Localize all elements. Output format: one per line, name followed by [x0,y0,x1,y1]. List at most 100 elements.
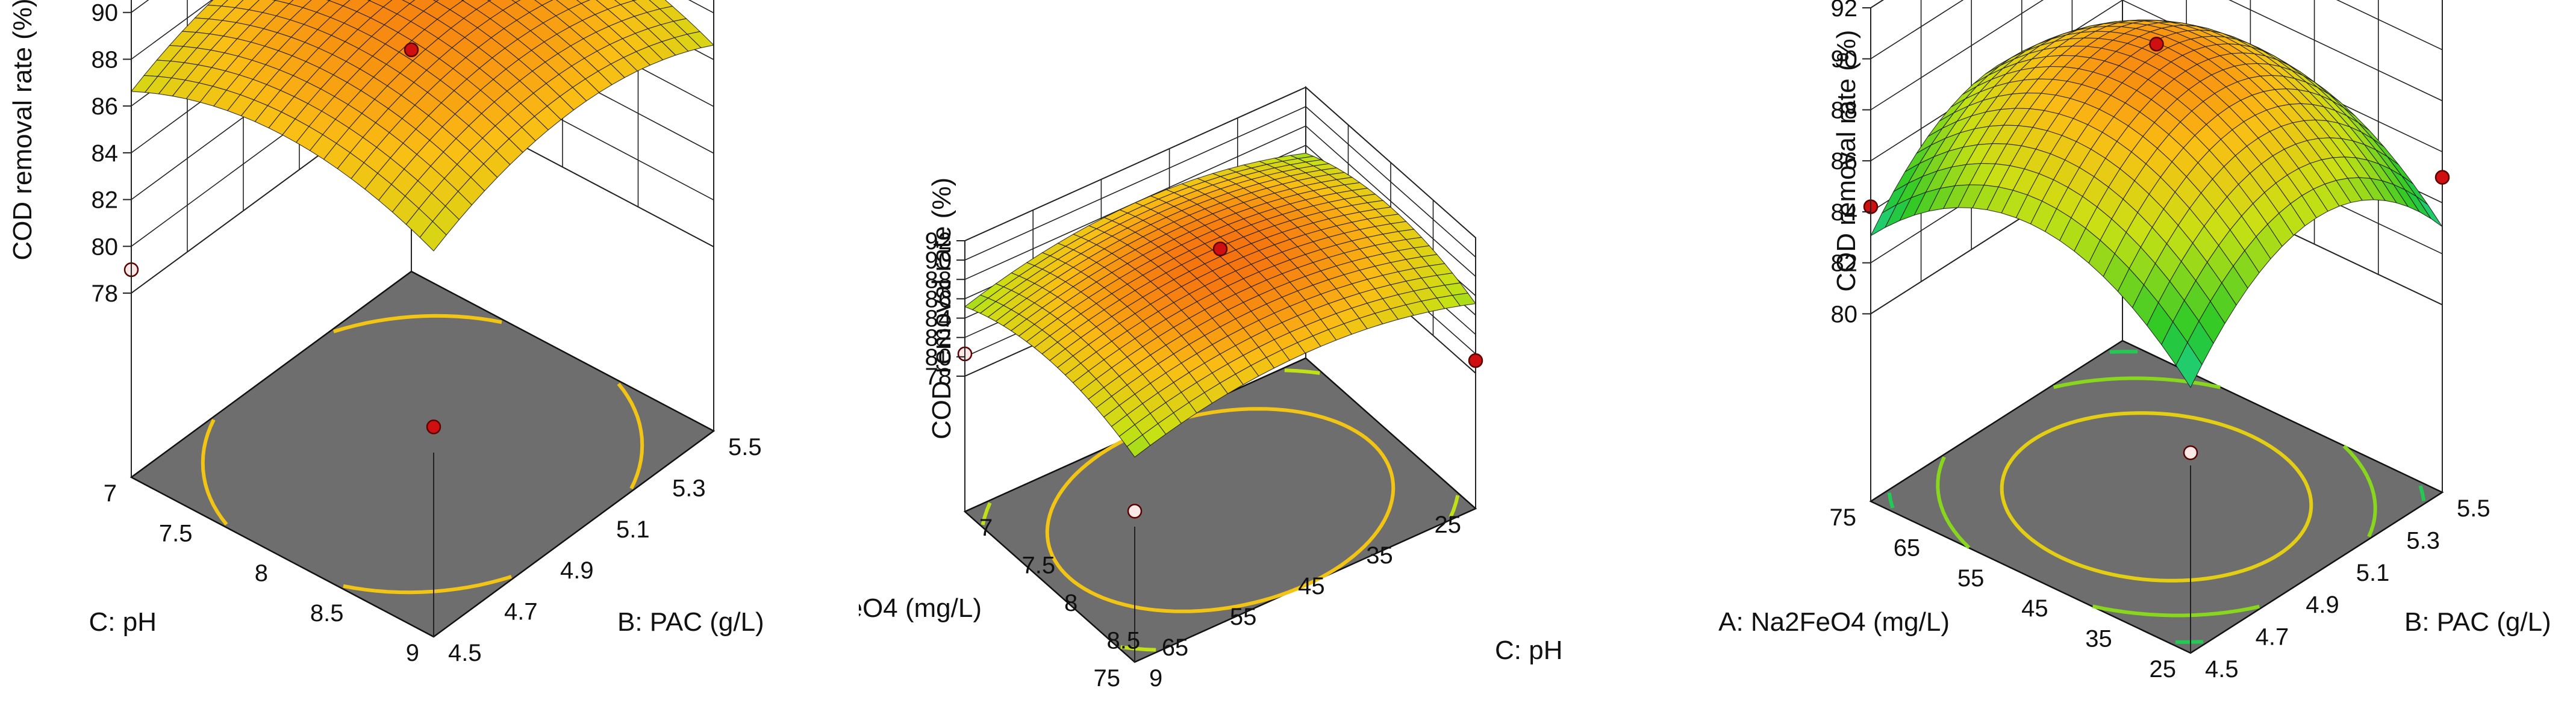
y-axis-title: A: Na2FeO4 (mg/L) [1718,607,1950,637]
y-tick-label: 55 [1957,565,1985,592]
x-axis: 4.5 4.7 4.9 5.1 5.3 5.5 B: PAC (g/L) [448,434,764,666]
z-tick-label: 84 [1831,199,1858,226]
surface-plot-3-svg: 80 82 84 86 88 90 92 COD removal rate (%) 4.5 4.7… [1718,0,2551,683]
contour-line [981,502,992,525]
z-tick-label: 82 [92,187,119,214]
z-axis: 80 82 84 86 88 90 92 COD removal rate (%) [1831,0,1871,327]
response-surface [130,0,715,252]
x-tick-label: 5.3 [672,475,706,501]
x-tick-label: 8 [1064,590,1077,616]
x-tick-label: 4.5 [2205,656,2239,683]
wall-grid-line [2228,0,2443,102]
response-surface [1870,19,2443,388]
z-tick-label: 86 [925,286,952,312]
contour-line [1887,492,1895,509]
surface-plot-ph-na2feo4: 78 80 82 84 86 88 90 92 COD removal rate (%) 7 7.5… [859,0,1718,709]
floor-plane [963,357,1477,663]
y-tick-label: 75 [1830,504,1857,531]
design-point-open [2183,445,2198,460]
z-tick-label: 88 [925,267,952,293]
contour-line [2092,604,2260,618]
design-point [1468,353,1483,368]
x-tick-label: 5.3 [2406,527,2440,554]
x-axis-title: B: PAC (g/L) [617,607,764,637]
x-axis: 7 7.5 8 8.5 9 C: pH [979,515,1562,692]
y-tick-label: 65 [1162,634,1189,661]
contour-line [343,575,512,595]
x-axis-title: B: PAC (g/L) [2404,607,2551,637]
z-tick-label: 80 [1831,301,1858,327]
z-tick-label: 80 [925,344,952,371]
y-tick-label: 8 [255,560,268,587]
contour-line [2342,444,2377,537]
x-tick-label: 4.7 [504,599,538,625]
contour-floor [1869,153,2444,654]
surface-facet [1126,434,1151,458]
z-tick-label: 84 [92,140,119,167]
x-tick-label: 8.5 [1107,628,1141,654]
z-tick-label: 84 [925,306,952,332]
floor-plane [1869,339,2444,654]
surface-facet [511,0,521,3]
y-tick-label: 35 [2085,626,2112,652]
x-tick-label: 7.5 [1022,553,1056,579]
z-tick-label: 86 [1831,148,1858,175]
y-tick-label: 35 [1366,542,1393,569]
surface-facet [419,221,447,252]
y-axis-title: C: pH [89,607,157,637]
contour-line [1284,368,1320,375]
surface-plot-pac-na2feo4: 80 82 84 86 88 90 92 COD removal rate (%) 4.5 4.7… [1718,0,2576,709]
contour-line [1936,456,1971,550]
x-axis-title: C: pH [1495,636,1562,665]
y-tick-label: 7.5 [159,520,193,546]
z-tick-label: 88 [1831,98,1858,124]
z-tick-label: 90 [925,247,952,274]
z-tick-label: 88 [92,46,119,73]
wall-grid-line [964,106,1306,261]
contour-line [1449,495,1460,518]
surface-facet [576,0,591,4]
x-axis: 4.5 4.7 4.9 5.1 5.3 5.5 B: PAC (g/L) [2205,495,2551,683]
y-axis: 25 35 45 55 65 75 A: Na2FeO4 (mg/L) [1718,504,2176,683]
surface-facet [402,0,416,4]
contour-line [333,314,502,333]
x-tick-label: 5.1 [616,516,650,543]
z-axis-title: COD removal rate (%) [1832,30,1861,292]
x-tick-label: 5.5 [728,434,762,460]
y-tick-label: 25 [2150,656,2177,683]
design-point [426,420,441,435]
z-tick-label: 92 [1831,0,1858,22]
z-tick-label: 82 [925,325,952,351]
wall-grid-line [1870,0,1964,60]
y-tick-label: 45 [2021,595,2048,622]
contour-line [617,382,644,489]
z-tick-label: 80 [92,234,119,260]
z-tick-label: 82 [1831,250,1858,277]
y-tick-label: 9 [406,640,419,666]
surface-facet [2175,342,2203,388]
x-tick-label: 5.1 [2356,560,2390,586]
contour-line [201,419,228,526]
design-point [2434,170,2450,185]
wall-grid-line [131,0,213,60]
y-tick-label: 8.5 [310,600,344,627]
design-point [1212,241,1228,256]
x-tick-label: 4.9 [2306,592,2339,618]
wall-grid-line [964,87,1306,241]
y-axis-title: A: Na2FeO4 (mg/L) [859,593,982,623]
contour-line [2418,485,2426,501]
x-tick-label: 4.7 [2256,624,2289,651]
y-tick-label: 45 [1298,573,1325,599]
z-tick-label: 86 [92,93,119,120]
contour-line [1120,645,1156,652]
y-tick-label: 65 [1894,534,1921,561]
design-point [404,42,419,58]
y-tick-label: 55 [1230,604,1256,630]
z-tick-label: 78 [925,364,952,390]
x-tick-label: 9 [1149,665,1162,692]
